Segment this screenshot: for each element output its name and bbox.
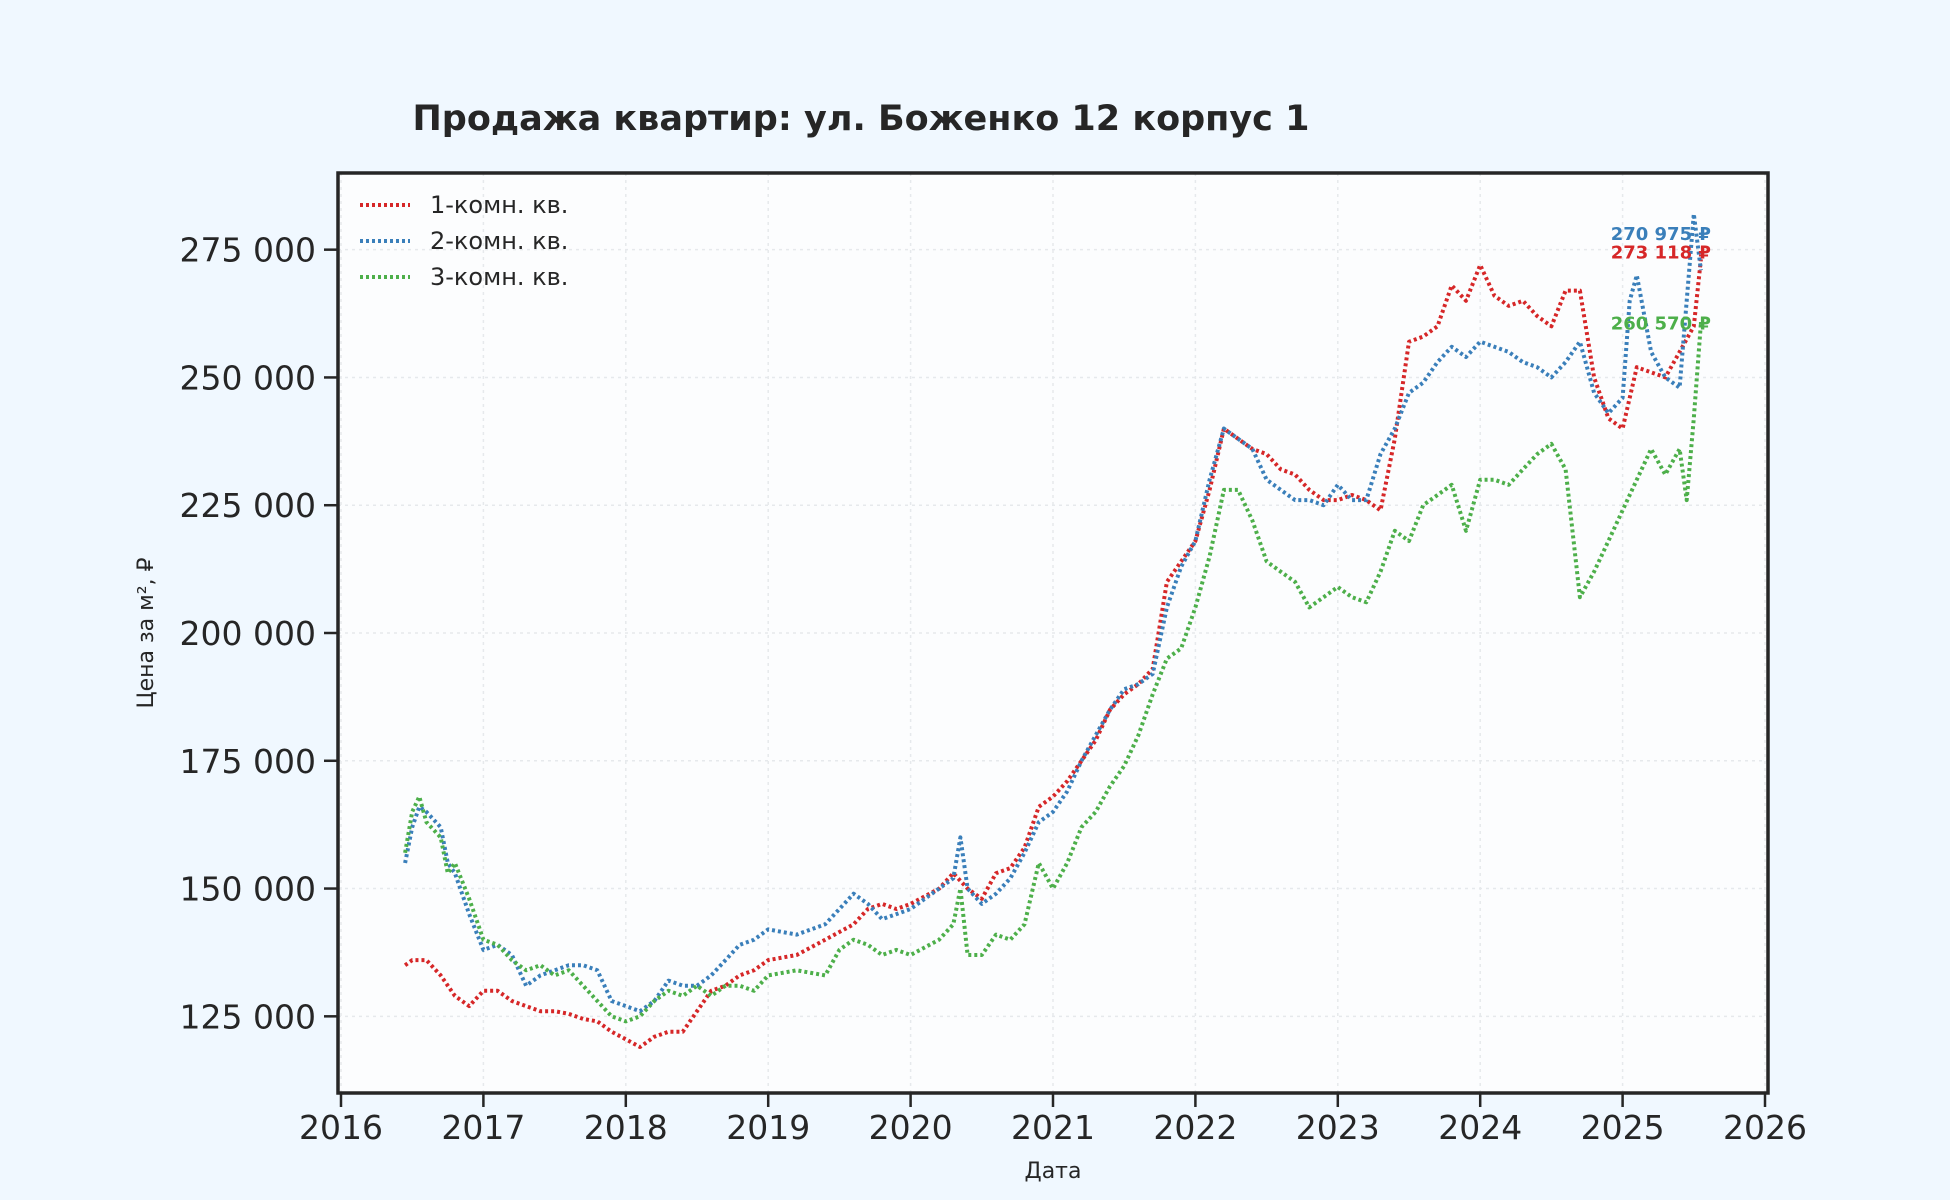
x-tick-label: 2024 xyxy=(1438,1108,1522,1147)
y-tick-label: 250 000 xyxy=(180,358,316,397)
chart-title: Продажа квартир: ул. Боженко 12 корпус 1 xyxy=(413,99,1310,139)
legend-label: 3-комн. кв. xyxy=(430,263,568,291)
x-tick-label: 2017 xyxy=(441,1108,525,1147)
legend-label: 1-комн. кв. xyxy=(430,191,568,219)
y-tick-label: 200 000 xyxy=(180,614,316,653)
legend: 1-комн. кв. 2-комн. кв. 3-комн. кв. xyxy=(360,191,568,291)
y-axis-label: Цена за м², ₽ xyxy=(134,557,159,708)
y-tick-label: 125 000 xyxy=(180,997,316,1036)
y-tick-label: 275 000 xyxy=(180,231,316,270)
plot-frame xyxy=(336,171,1770,1095)
y-tick-label: 175 000 xyxy=(180,742,316,781)
x-tick-label: 2025 xyxy=(1581,1108,1665,1147)
series-line-3 xyxy=(403,323,1703,1024)
series-line-2 xyxy=(403,211,1703,1014)
y-tick-label: 225 000 xyxy=(180,486,316,525)
series-layer xyxy=(403,211,1703,1049)
x-tick-label: 2019 xyxy=(726,1108,810,1147)
x-tick-label: 2021 xyxy=(1011,1108,1095,1147)
x-tick-label: 2016 xyxy=(299,1108,383,1147)
x-axis-label: Дата xyxy=(1025,1159,1082,1184)
end-value-label-1: 273 118 ₽ xyxy=(1611,242,1711,263)
end-value-label-3: 260 570 ₽ xyxy=(1611,313,1711,334)
x-tick-label: 2018 xyxy=(584,1108,668,1147)
series-line-1 xyxy=(403,259,1703,1049)
end-labels: 270 975 ₽273 118 ₽ 260 570 ₽ xyxy=(1611,224,1711,334)
x-tick-label: 2022 xyxy=(1153,1108,1237,1147)
x-tick-label: 2023 xyxy=(1296,1108,1380,1147)
end-value-label-2: 270 975 ₽ xyxy=(1611,224,1711,245)
x-tick-label: 2026 xyxy=(1723,1108,1807,1147)
x-axis: 2016 2017 2018 2019 2020 2021 2022 2023 2024 2025… xyxy=(299,1093,1807,1147)
y-axis: 125 000 150 000 175 000 200 000 225 000 250 0… xyxy=(180,231,338,1036)
x-tick-label: 2020 xyxy=(869,1108,953,1147)
legend-label: 2-комн. кв. xyxy=(430,227,568,255)
y-tick-label: 150 000 xyxy=(180,870,316,909)
